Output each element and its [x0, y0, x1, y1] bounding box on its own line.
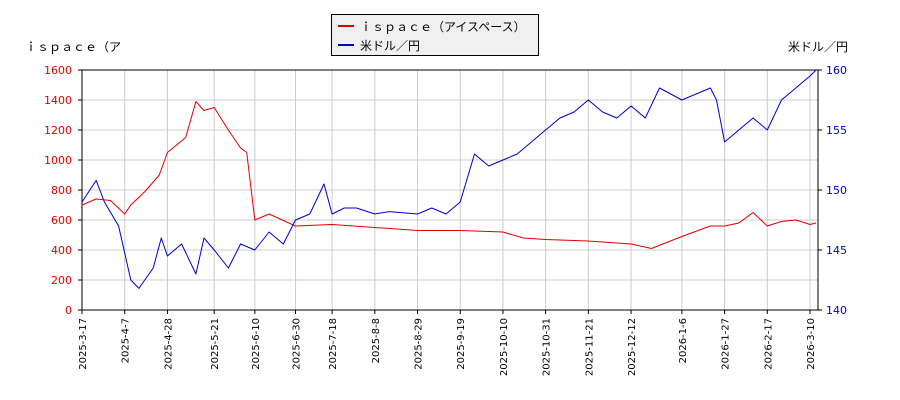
left-axis-title: ｉｓｐａｃｅ（ア	[25, 40, 122, 54]
x-axis: 2025-3-17 2025-4-7 2025-4-28 2025-5-21 2025-…	[78, 310, 817, 376]
series-line-2	[81, 69, 817, 289]
legend-item-series-2: 米ドル／円	[338, 36, 420, 54]
x-tick-label: 2025-8-8	[371, 318, 382, 363]
left-y-axis: 0 200 400 600 800 1000 1200 1400 1600	[44, 64, 82, 317]
x-tick-label: 2026-3-10	[806, 318, 817, 370]
left-tick-label: 600	[51, 214, 72, 227]
x-tick-label: 2025-9-19	[456, 318, 467, 370]
x-tick-label: 2025-12-12	[627, 318, 638, 376]
x-tick-label: 2025-6-30	[292, 318, 303, 370]
x-tick-label: 2026-1-27	[721, 318, 732, 370]
legend-item-series-1: ｉｓｐａｃｅ（アイスペース）	[338, 17, 526, 35]
legend: ｉｓｐａｃｅ（アイスペース） 米ドル／円	[331, 14, 539, 56]
left-tick-label: 800	[51, 184, 72, 197]
x-tick-label: 2026-2-17	[763, 318, 774, 370]
grid-lines	[81, 69, 818, 311]
x-tick-label: 2025-4-7	[121, 318, 132, 363]
legend-swatch-series-2	[338, 44, 354, 46]
x-tick-label: 2025-11-21	[584, 318, 595, 376]
legend-label-series-2: 米ドル／円	[360, 38, 421, 53]
right-axis-title: 米ドル／円	[788, 40, 849, 54]
x-tick-label: 2025-10-10	[499, 318, 510, 376]
left-tick-label: 0	[65, 304, 72, 317]
x-tick-label: 2025-3-17	[78, 318, 89, 370]
series-line-1	[81, 101, 817, 249]
right-tick-label: 150	[826, 184, 847, 197]
x-tick-label: 2026-1-6	[678, 318, 689, 363]
right-tick-label: 155	[826, 124, 847, 137]
right-tick-label: 145	[826, 244, 847, 257]
x-tick-label: 2025-4-28	[163, 318, 174, 370]
right-tick-label: 160	[826, 64, 847, 77]
right-tick-label: 140	[826, 304, 847, 317]
legend-swatch-series-1	[338, 25, 354, 27]
x-tick-label: 2025-8-29	[414, 318, 425, 370]
legend-label-series-1: ｉｓｐａｃｅ（アイスペース）	[360, 19, 526, 34]
left-tick-label: 1000	[44, 154, 72, 167]
left-tick-label: 200	[51, 274, 72, 287]
series-lines	[81, 69, 817, 289]
x-tick-label: 2025-7-18	[328, 318, 339, 370]
left-tick-label: 1600	[44, 64, 72, 77]
left-tick-label: 400	[51, 244, 72, 257]
x-tick-label: 2025-10-31	[542, 318, 553, 376]
right-y-axis: 140 145 150 155 160	[818, 64, 847, 317]
left-tick-label: 1400	[44, 94, 72, 107]
x-tick-label: 2025-6-10	[251, 318, 262, 370]
x-tick-label: 2025-5-21	[210, 318, 221, 370]
left-tick-label: 1200	[44, 124, 72, 137]
